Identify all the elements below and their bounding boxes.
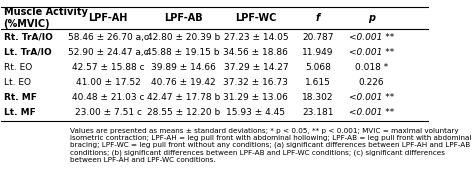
Text: 20.787: 20.787 — [302, 33, 334, 41]
Text: 1.615: 1.615 — [305, 78, 331, 87]
Text: 5.068: 5.068 — [305, 63, 331, 72]
Text: 0.226: 0.226 — [358, 78, 384, 87]
Text: 37.32 ± 16.73: 37.32 ± 16.73 — [223, 78, 288, 87]
Text: <0.001 **: <0.001 ** — [349, 93, 394, 102]
Text: 58.46 ± 26.70 a,c: 58.46 ± 26.70 a,c — [68, 33, 149, 41]
Text: 18.302: 18.302 — [302, 93, 334, 102]
Text: 23.00 ± 7.51 c: 23.00 ± 7.51 c — [75, 108, 142, 117]
Text: 40.76 ± 19.42: 40.76 ± 19.42 — [151, 78, 216, 87]
Text: 31.29 ± 13.06: 31.29 ± 13.06 — [223, 93, 288, 102]
Text: <0.001 **: <0.001 ** — [349, 108, 394, 117]
Text: 52.90 ± 24.47 a,c: 52.90 ± 24.47 a,c — [68, 48, 149, 57]
Text: 11.949: 11.949 — [302, 48, 334, 57]
Text: f: f — [316, 13, 320, 23]
Text: 15.93 ± 4.45: 15.93 ± 4.45 — [227, 108, 285, 117]
Text: 27.23 ± 14.05: 27.23 ± 14.05 — [224, 33, 288, 41]
Text: 34.56 ± 18.86: 34.56 ± 18.86 — [223, 48, 288, 57]
Text: LPF-AH: LPF-AH — [89, 13, 128, 23]
Text: 0.018 *: 0.018 * — [355, 63, 388, 72]
Text: Lt. TrA/IO: Lt. TrA/IO — [3, 48, 51, 57]
Text: 41.00 ± 17.52: 41.00 ± 17.52 — [76, 78, 141, 87]
Text: 39.89 ± 14.66: 39.89 ± 14.66 — [151, 63, 216, 72]
Text: LPF-WC: LPF-WC — [235, 13, 276, 23]
Text: Rt. EO: Rt. EO — [3, 63, 32, 72]
Text: Rt. MF: Rt. MF — [3, 93, 36, 102]
Text: 40.48 ± 21.03 c: 40.48 ± 21.03 c — [72, 93, 145, 102]
Text: Lt. MF: Lt. MF — [3, 108, 35, 117]
Text: 42.57 ± 15.88 c: 42.57 ± 15.88 c — [72, 63, 145, 72]
Text: Lt. EO: Lt. EO — [3, 78, 30, 87]
Text: 45.88 ± 19.15 b: 45.88 ± 19.15 b — [146, 48, 220, 57]
Text: 23.181: 23.181 — [302, 108, 334, 117]
Text: 42.80 ± 20.39 b: 42.80 ± 20.39 b — [146, 33, 220, 41]
Text: <0.001 **: <0.001 ** — [349, 48, 394, 57]
Text: <0.001 **: <0.001 ** — [349, 33, 394, 41]
Text: Values are presented as means ± standard deviations; * p < 0.05, ** p < 0.001; M: Values are presented as means ± standard… — [70, 128, 471, 163]
Text: LPF-AB: LPF-AB — [164, 13, 202, 23]
Text: 28.55 ± 12.20 b: 28.55 ± 12.20 b — [146, 108, 220, 117]
Text: 42.47 ± 17.78 b: 42.47 ± 17.78 b — [146, 93, 220, 102]
Text: 37.29 ± 14.27: 37.29 ± 14.27 — [224, 63, 288, 72]
Text: p: p — [368, 13, 375, 23]
Text: Rt. TrA/IO: Rt. TrA/IO — [3, 33, 53, 41]
Text: Muscle Activity
(%MVIC): Muscle Activity (%MVIC) — [3, 7, 87, 29]
